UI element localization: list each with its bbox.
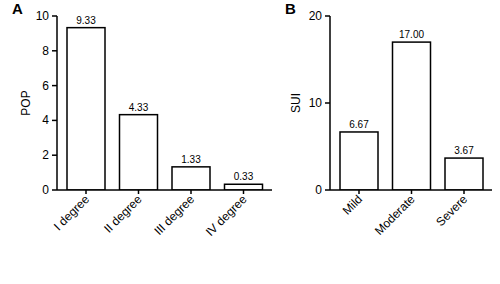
y-tick — [325, 15, 330, 17]
data-label: 1.33 — [181, 154, 201, 165]
y-tick — [52, 85, 57, 87]
bars — [340, 42, 483, 190]
x-axis — [57, 189, 272, 191]
y-tick-label: 2 — [42, 148, 49, 162]
panel-label: A — [12, 0, 23, 17]
x-tick — [358, 190, 360, 194]
x-tick — [85, 190, 87, 194]
y-tick — [52, 50, 57, 52]
y-tick — [52, 154, 57, 156]
data-label: 0.33 — [234, 171, 254, 182]
bar — [67, 28, 105, 190]
y-tick-label: 4 — [42, 113, 49, 127]
y-tick-label: 10 — [36, 9, 50, 23]
x-tick — [243, 190, 245, 194]
y-axis-label: POP — [19, 90, 33, 115]
x-tick — [463, 190, 465, 194]
x-tick-label: Mild — [340, 192, 365, 217]
bar — [445, 158, 483, 190]
y-tick-label: 20 — [309, 9, 323, 23]
x-tick — [411, 190, 413, 194]
data-label: 17.00 — [399, 29, 424, 40]
y-tick-label: 0 — [42, 183, 49, 197]
bar — [172, 167, 210, 190]
data-label: 4.33 — [129, 102, 149, 113]
y-tick-label: 10 — [309, 96, 323, 110]
data-label: 3.67 — [454, 145, 474, 156]
data-label: 9.33 — [76, 15, 96, 26]
panel: A POP 9.33 4.33 1.33 0.33 0 2 4 6 8 10 I degreeII de… — [12, 0, 272, 239]
data-label: 6.67 — [349, 119, 369, 130]
y-axis — [56, 16, 58, 190]
bar — [120, 115, 158, 190]
panel: B SUI 6.67 17.00 3.67 0 10 20 Mild Moderate Severe — [285, 0, 492, 238]
x-tick-label: III degree — [151, 192, 197, 238]
y-axis-label: SUI — [289, 93, 303, 113]
x-tick-label: Severe — [433, 192, 470, 229]
y-tick — [325, 189, 330, 191]
x-tick-label: Moderate — [372, 192, 418, 238]
x-tick — [190, 190, 192, 194]
y-tick — [52, 120, 57, 122]
x-tick — [138, 190, 140, 194]
panel-label: B — [285, 0, 296, 17]
bar — [225, 184, 263, 190]
figure: A POP 9.33 4.33 1.33 0.33 0 2 4 6 8 10 I degreeII de… — [0, 0, 500, 284]
bars — [67, 28, 263, 190]
bar — [393, 42, 431, 190]
x-tick-label: II degree — [101, 192, 145, 236]
y-tick-label: 0 — [315, 183, 322, 197]
y-tick-label: 6 — [42, 79, 49, 93]
y-tick — [325, 102, 330, 104]
bar — [340, 132, 378, 190]
y-tick-label: 8 — [42, 44, 49, 58]
y-tick — [52, 15, 57, 17]
x-tick-label: IV degree — [203, 192, 250, 239]
y-tick — [52, 189, 57, 191]
x-tick-label: I degree — [51, 192, 92, 233]
